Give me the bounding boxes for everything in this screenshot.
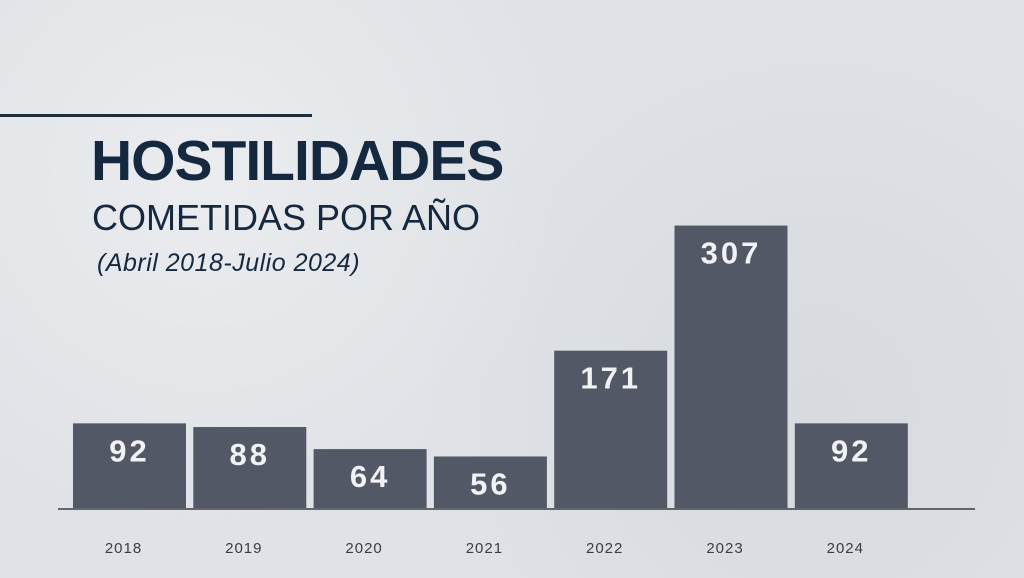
bar-2019 [193,427,307,508]
chart-date-range: (Abril 2018-Julio 2024) [97,249,361,277]
chart-title: HOSTILIDADES [91,129,504,193]
bar-2021 [433,456,547,508]
bar-value-label: 92 [831,433,871,468]
bar-value-label: 92 [109,433,149,468]
bar-value-label: 171 [580,361,641,396]
x-tick-label: 2019 [225,540,262,557]
x-tick-label: 2023 [706,540,743,557]
bar-value-label: 307 [701,236,762,271]
bar-value-label: 56 [470,466,510,501]
bar-value-label: 88 [230,437,270,472]
bar-2023 [674,225,788,508]
bar-2022 [554,350,668,508]
bar-2024 [794,423,908,508]
bar-2018 [73,423,186,508]
x-tick-label: 2024 [827,540,864,557]
x-tick-label: 2022 [586,540,623,557]
bar-2020 [313,449,427,508]
x-tick-label: 2020 [345,540,382,557]
decorative-top-rule [0,114,312,117]
bar-value-label: 64 [350,459,390,494]
chart-subtitle: COMETIDAS POR AÑO [92,197,481,238]
x-tick-label: 2018 [105,540,142,557]
x-tick-label: 2021 [466,540,503,557]
